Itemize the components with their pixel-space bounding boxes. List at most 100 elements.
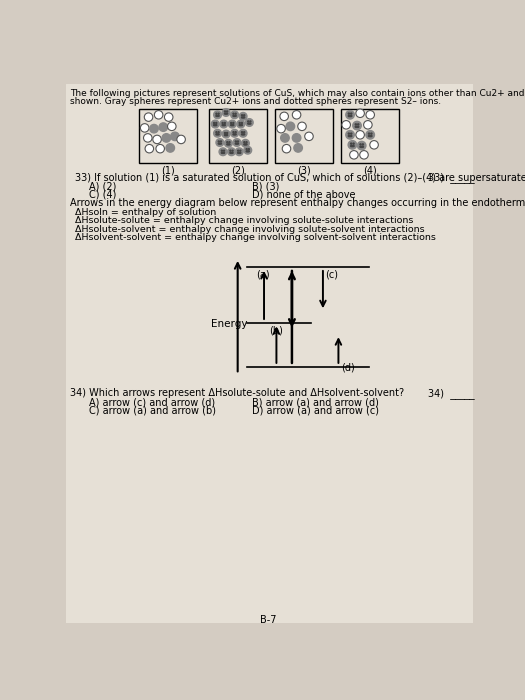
Circle shape <box>239 122 240 123</box>
Circle shape <box>228 144 229 145</box>
Circle shape <box>230 150 231 151</box>
Circle shape <box>235 141 236 142</box>
Circle shape <box>346 131 354 139</box>
Circle shape <box>362 144 363 145</box>
Circle shape <box>222 108 230 116</box>
Circle shape <box>346 111 354 119</box>
Circle shape <box>227 132 228 134</box>
Text: (c): (c) <box>326 270 338 279</box>
Circle shape <box>244 134 245 135</box>
Circle shape <box>242 134 243 135</box>
Circle shape <box>248 150 249 152</box>
Circle shape <box>218 134 219 135</box>
Text: (d): (d) <box>341 363 354 372</box>
Text: (1): (1) <box>162 166 175 176</box>
Circle shape <box>246 150 247 152</box>
Circle shape <box>214 122 215 123</box>
Circle shape <box>353 121 361 130</box>
Circle shape <box>246 141 247 143</box>
Circle shape <box>352 146 353 147</box>
Text: Energy: Energy <box>212 319 248 329</box>
Circle shape <box>229 141 230 143</box>
Text: A) (2): A) (2) <box>89 182 116 192</box>
Circle shape <box>248 121 249 122</box>
Text: 34)  _____: 34) _____ <box>428 388 475 399</box>
Circle shape <box>242 122 243 123</box>
Circle shape <box>244 141 245 143</box>
Circle shape <box>219 148 227 155</box>
Circle shape <box>222 122 223 123</box>
Circle shape <box>371 133 372 134</box>
Circle shape <box>244 132 245 133</box>
Circle shape <box>237 141 238 142</box>
Circle shape <box>239 130 247 137</box>
Circle shape <box>277 125 286 133</box>
Text: (3): (3) <box>297 166 311 176</box>
Circle shape <box>216 139 224 146</box>
Circle shape <box>298 122 306 131</box>
Circle shape <box>218 132 219 133</box>
Circle shape <box>242 132 243 133</box>
Circle shape <box>235 132 236 133</box>
Circle shape <box>282 144 291 153</box>
Circle shape <box>358 141 366 150</box>
Circle shape <box>222 130 230 138</box>
Circle shape <box>350 150 358 159</box>
Text: C) arrow (a) and arrow (b): C) arrow (a) and arrow (b) <box>89 405 216 415</box>
Circle shape <box>226 113 227 114</box>
Circle shape <box>250 123 251 124</box>
Circle shape <box>245 144 246 145</box>
Circle shape <box>225 139 232 147</box>
Circle shape <box>230 122 232 123</box>
Circle shape <box>355 124 356 125</box>
Circle shape <box>247 151 248 152</box>
Circle shape <box>351 113 352 114</box>
Circle shape <box>227 141 228 143</box>
Circle shape <box>240 150 241 151</box>
Circle shape <box>351 143 352 144</box>
Circle shape <box>280 112 288 120</box>
Circle shape <box>166 144 174 152</box>
Circle shape <box>362 146 363 147</box>
Circle shape <box>242 139 249 147</box>
Circle shape <box>150 125 158 133</box>
Circle shape <box>218 113 219 114</box>
Circle shape <box>237 120 245 128</box>
Circle shape <box>361 146 362 148</box>
Circle shape <box>140 124 149 132</box>
Circle shape <box>235 113 236 114</box>
Circle shape <box>233 122 234 123</box>
Text: ΔHsolute-solvent = enthalpy change involving solute-solvent interactions: ΔHsolute-solvent = enthalpy change invol… <box>75 225 425 234</box>
Circle shape <box>233 132 234 133</box>
Circle shape <box>360 146 361 147</box>
Circle shape <box>144 113 153 121</box>
Circle shape <box>154 111 163 119</box>
Circle shape <box>220 120 228 128</box>
Circle shape <box>242 117 243 118</box>
Circle shape <box>356 109 364 118</box>
Circle shape <box>356 131 364 139</box>
Circle shape <box>227 144 228 145</box>
Circle shape <box>246 144 247 145</box>
Circle shape <box>281 134 289 142</box>
Bar <box>209 108 267 162</box>
Circle shape <box>218 141 219 142</box>
Circle shape <box>153 135 161 143</box>
Text: D) arrow (a) and arrow (c): D) arrow (a) and arrow (c) <box>251 405 379 415</box>
Circle shape <box>364 120 372 129</box>
Circle shape <box>358 126 359 127</box>
Circle shape <box>164 113 173 121</box>
Text: B) (3): B) (3) <box>251 182 279 192</box>
Circle shape <box>215 125 216 126</box>
Circle shape <box>243 117 244 118</box>
Bar <box>341 108 399 162</box>
Circle shape <box>351 133 352 134</box>
Circle shape <box>342 120 351 129</box>
Circle shape <box>244 117 245 118</box>
Circle shape <box>233 134 234 135</box>
Circle shape <box>159 123 167 132</box>
Circle shape <box>360 150 368 159</box>
Circle shape <box>216 122 217 123</box>
Circle shape <box>244 146 251 154</box>
Circle shape <box>145 144 154 153</box>
